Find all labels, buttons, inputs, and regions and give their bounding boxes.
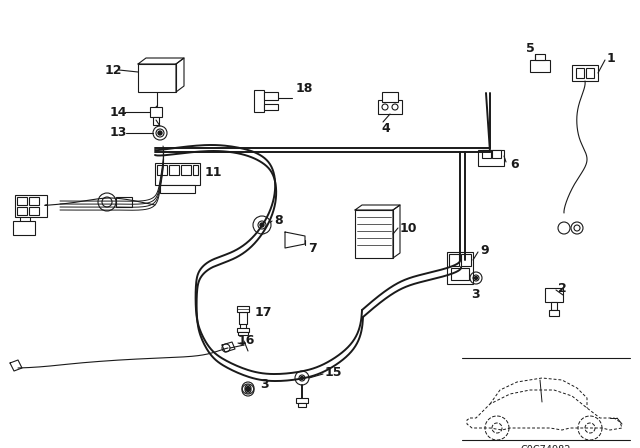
Bar [240,320,246,330]
Text: 13: 13 [110,126,127,139]
Text: 7: 7 [308,241,317,254]
Bar [193,165,198,175]
Text: 4: 4 [381,121,390,134]
Bar [17,197,27,205]
Bar [17,207,27,215]
Text: 6: 6 [510,158,518,171]
Bar [576,68,584,78]
Text: 14: 14 [110,105,127,119]
Bar [298,403,306,407]
Bar [449,254,459,266]
Text: 12: 12 [105,64,122,77]
Text: 3: 3 [260,379,269,392]
Bar [492,150,501,158]
Text: 3: 3 [472,289,480,302]
Bar [13,221,35,235]
Bar [478,150,504,166]
Bar [138,64,176,92]
Bar [572,65,598,81]
Bar [153,117,159,125]
Bar [254,90,264,112]
Bar [451,268,469,280]
Bar [239,312,247,324]
Bar [549,310,559,316]
Bar [237,328,249,332]
Text: C0C74982: C0C74982 [521,445,572,448]
Bar [15,195,47,217]
Bar [378,100,402,114]
Text: 2: 2 [558,281,567,294]
Bar [160,185,195,193]
Circle shape [260,223,264,227]
Bar [150,107,162,117]
Bar [29,197,39,205]
Bar [264,92,278,100]
Bar [181,165,191,175]
Circle shape [158,131,162,135]
Circle shape [246,387,250,389]
Text: 10: 10 [400,221,417,234]
Bar [157,165,167,175]
Text: 15: 15 [325,366,342,379]
Bar [264,104,278,110]
Text: 17: 17 [255,306,273,319]
Bar [238,332,248,335]
Circle shape [246,388,250,392]
Bar [155,163,200,185]
Bar [461,254,471,266]
Text: 1: 1 [607,52,616,65]
Text: 11: 11 [205,167,223,180]
Bar [530,60,550,72]
Bar [447,252,473,284]
Text: 5: 5 [525,42,534,55]
Bar [237,306,249,312]
Bar [535,54,545,60]
Bar [296,398,308,403]
Bar [586,68,594,78]
Bar [355,210,393,258]
Bar [551,302,557,310]
Bar [482,150,491,158]
Bar [116,197,132,207]
Circle shape [301,376,303,379]
Bar [169,165,179,175]
Circle shape [474,276,477,280]
Bar [545,288,563,302]
Text: 8: 8 [274,214,283,227]
Bar [382,92,398,102]
Text: 16: 16 [238,333,255,346]
Text: 9: 9 [480,244,488,257]
Bar [29,207,39,215]
Text: 18: 18 [296,82,314,95]
